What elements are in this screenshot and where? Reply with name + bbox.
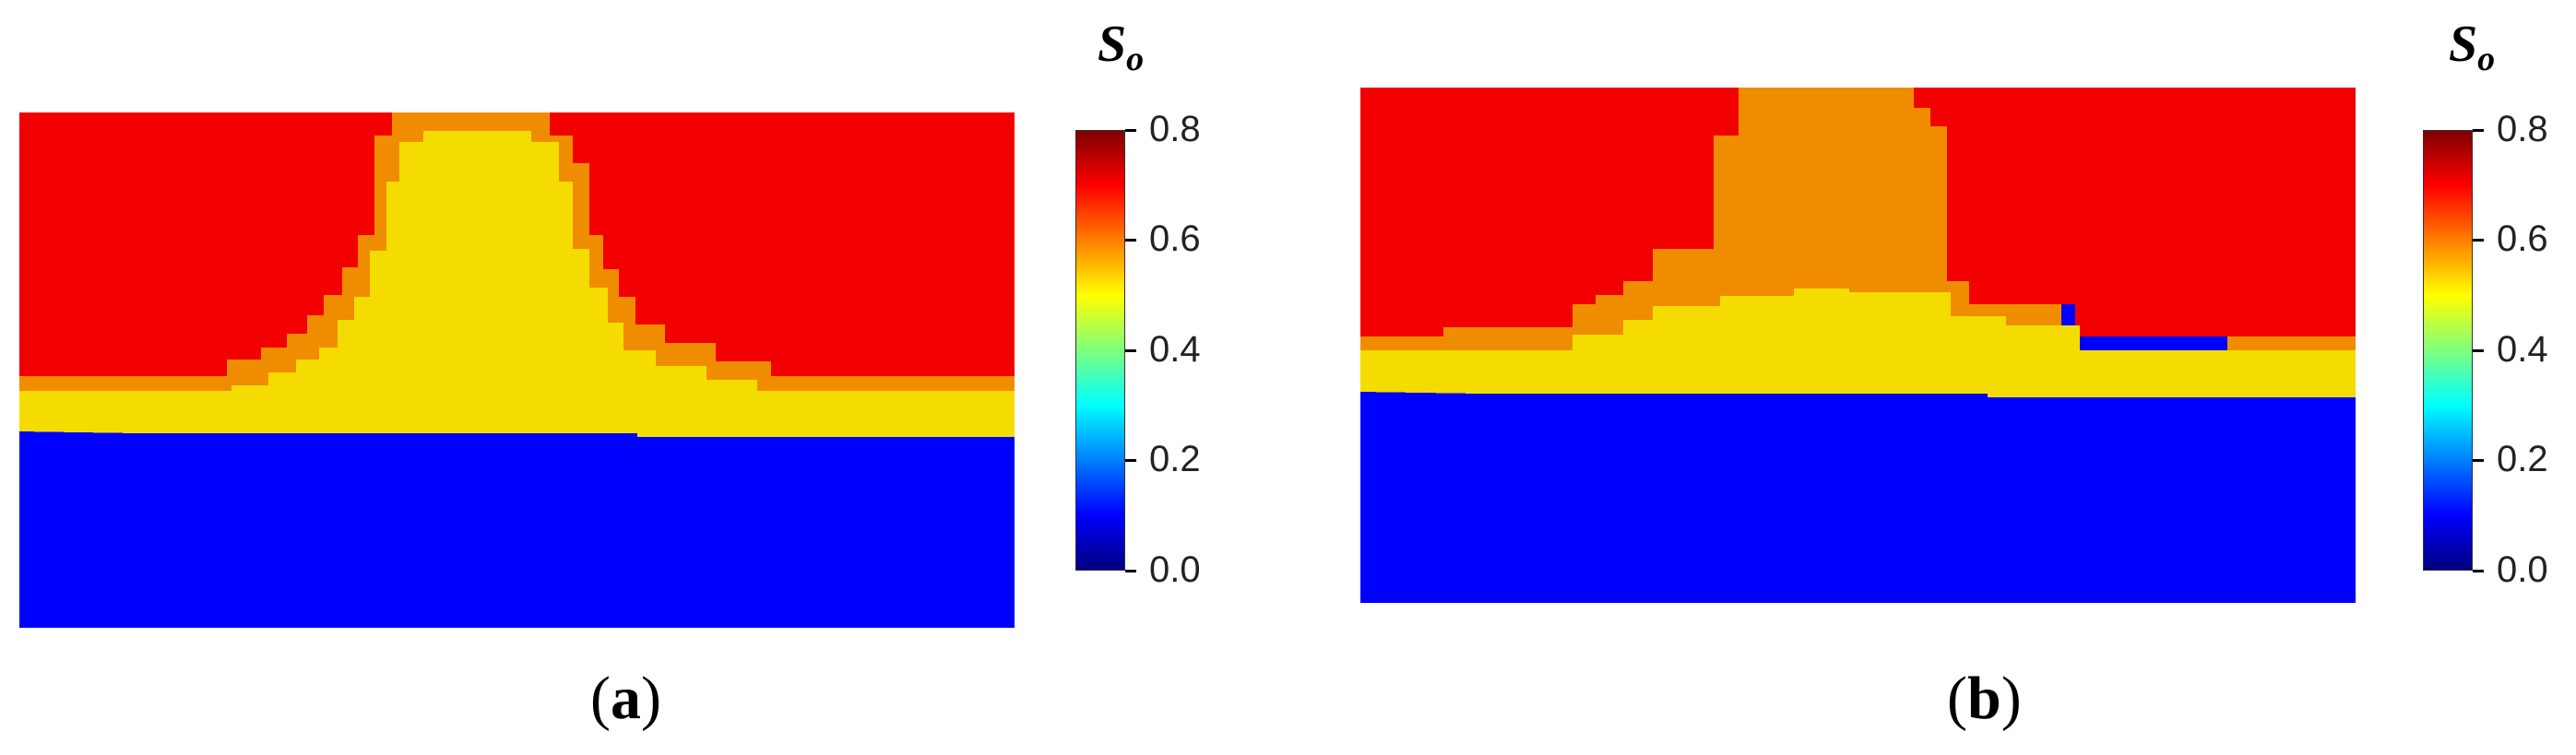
colorbar-tick-label: 0.2 <box>2497 439 2548 479</box>
colorbar-b <box>2423 130 2473 571</box>
transition-wedge <box>1360 289 2356 364</box>
colorbar-tick-label: 0.0 <box>1149 549 1201 590</box>
colorbar-subscript-b: o <box>2477 40 2496 78</box>
panel-letter-a: a <box>610 665 641 732</box>
saturation-heatmap-a <box>19 112 1015 628</box>
plume-zone <box>19 131 1015 407</box>
panel-a: So 0.0 0.2 0.4 0.6 0.8 (a) <box>0 0 1287 755</box>
oil-zone-right <box>550 112 1015 376</box>
colorbar-tick-mark <box>1125 239 1136 242</box>
colorbar-tick-label: 0.6 <box>1149 218 1201 259</box>
colorbar-tick-label: 0.2 <box>1149 439 1201 479</box>
panel-letter-b: b <box>1966 665 2001 732</box>
panel-label-a: (a) <box>590 665 661 732</box>
colorbar-tick-label: 0.8 <box>1149 108 1201 149</box>
colorbar-tick-mark <box>1125 569 1136 572</box>
colorbar-symbol-b: S <box>2449 16 2478 73</box>
colorbar-tick-label: 0.4 <box>2497 328 2548 370</box>
transition-band <box>1360 350 2356 397</box>
colorbar-title-b: So <box>2449 18 2495 77</box>
colorbar-title-a: So <box>1098 18 1144 77</box>
panel-label-b: (b) <box>1947 665 2022 732</box>
oil-zone-left <box>1360 88 1739 336</box>
colorbar-tick-mark <box>1125 348 1136 352</box>
oil-zone-right <box>1914 88 2356 350</box>
colorbar-tick-mark <box>1125 128 1136 132</box>
plume-zone <box>1360 88 2061 350</box>
saturation-map-b <box>1360 88 2356 603</box>
colorbar-tick-mark <box>2473 128 2484 132</box>
colorbar-tick-mark <box>2473 569 2484 572</box>
panel-b: So 0.0 0.2 0.4 0.6 0.8 (b) <box>1288 0 2576 755</box>
oil-zone-left <box>19 112 392 376</box>
colorbar-tick-label: 0.0 <box>2497 549 2548 590</box>
colorbar-tick-label: 0.4 <box>1149 328 1201 370</box>
saturation-heatmap-b <box>1360 88 2356 603</box>
colorbar-a <box>1075 130 1125 571</box>
colorbar-tick-mark <box>1125 459 1136 462</box>
colorbar-subscript-a: o <box>1126 40 1145 78</box>
transition-band <box>19 407 1015 437</box>
colorbar-tick-label: 0.6 <box>2497 218 2548 259</box>
fringe-right <box>2227 336 2356 350</box>
saturation-map-a <box>19 112 1015 628</box>
colorbar-tick-mark <box>2473 459 2484 462</box>
colorbar-symbol-a: S <box>1098 16 1127 73</box>
colorbar-tick-mark <box>2473 239 2484 242</box>
colorbar-tick-mark <box>2473 348 2484 352</box>
colorbar-tick-label: 0.8 <box>2497 108 2548 149</box>
fringe-left <box>1360 327 1573 350</box>
